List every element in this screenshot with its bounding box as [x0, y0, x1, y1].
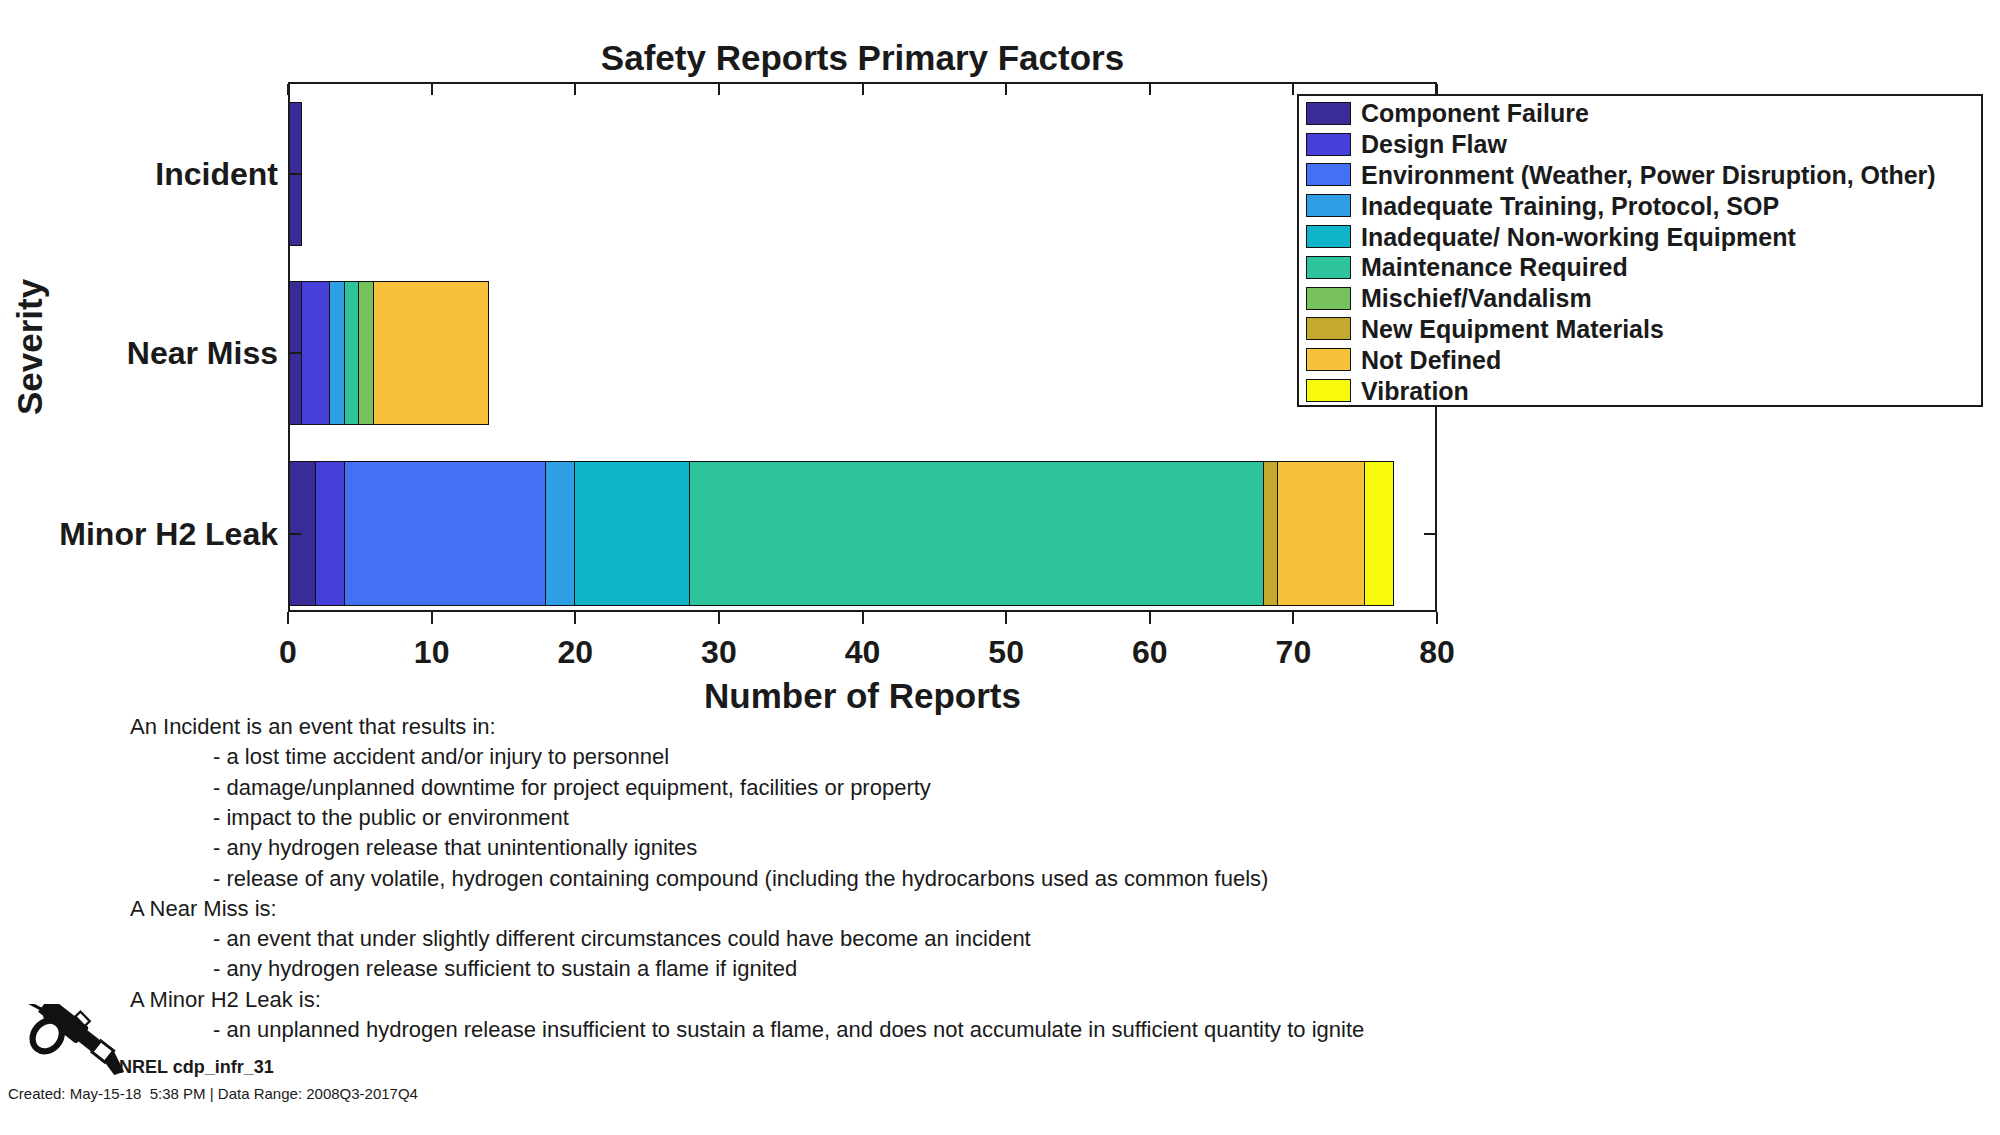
legend-swatch [1306, 379, 1351, 402]
legend-label: Not Defined [1361, 345, 1501, 375]
legend-row: Inadequate Training, Protocol, SOP [1299, 190, 1981, 221]
bar-segment [545, 461, 575, 606]
legend-label: Inadequate/ Non-working Equipment [1361, 222, 1796, 252]
definition-line: - damage/unplanned downtime for project … [213, 773, 931, 803]
legend-swatch [1306, 317, 1351, 340]
x-tick-label: 0 [228, 636, 348, 668]
x-tick-top [862, 84, 864, 95]
legend-row: New Equipment Materials [1299, 314, 1981, 345]
bar-segment [689, 461, 1265, 606]
y-axis-title: Severity [10, 279, 50, 415]
bar-segment [373, 281, 490, 425]
legend-row: Component Failure [1299, 98, 1981, 129]
y-tick-right [1424, 533, 1435, 535]
definition-line: - impact to the public or environment [213, 803, 569, 833]
legend-row: Environment (Weather, Power Disruption, … [1299, 160, 1981, 191]
legend-label: Component Failure [1361, 98, 1589, 128]
legend-swatch [1306, 225, 1351, 248]
x-tick-bottom [1292, 612, 1294, 624]
legend-swatch [1306, 133, 1351, 156]
x-tick-label: 80 [1377, 636, 1497, 668]
x-axis-title: Number of Reports [288, 676, 1437, 716]
legend-swatch [1306, 348, 1351, 371]
y-category-label: Incident [0, 154, 278, 194]
x-tick-top [1149, 84, 1151, 95]
x-tick-top [287, 84, 289, 95]
definition-line: - an unplanned hydrogen release insuffic… [213, 1015, 1364, 1045]
legend-label: Environment (Weather, Power Disruption, … [1361, 160, 1936, 190]
y-tick-left [290, 533, 301, 535]
legend-label: Mischief/Vandalism [1361, 283, 1592, 313]
legend-row: Inadequate/ Non-working Equipment [1299, 221, 1981, 252]
bar-segment [574, 461, 691, 606]
definition-line: - an event that under slightly different… [213, 924, 1031, 954]
x-tick-label: 50 [946, 636, 1066, 668]
legend-swatch [1306, 163, 1351, 186]
legend-label: New Equipment Materials [1361, 314, 1664, 344]
x-tick-top [431, 84, 433, 95]
legend-swatch [1306, 194, 1351, 217]
x-tick-label: 70 [1233, 636, 1353, 668]
legend-swatch [1306, 256, 1351, 279]
bar-segment [301, 281, 331, 425]
legend-label: Maintenance Required [1361, 252, 1628, 282]
legend-swatch [1306, 102, 1351, 125]
bar-segment [1277, 461, 1365, 606]
legend-row: Not Defined [1299, 344, 1981, 375]
legend-swatch [1306, 287, 1351, 310]
x-tick-bottom [574, 612, 576, 624]
definition-line: - release of any volatile, hydrogen cont… [213, 864, 1268, 894]
x-tick-top [718, 84, 720, 95]
x-tick-top [574, 84, 576, 95]
x-tick-bottom [1436, 612, 1438, 624]
x-tick-top [1292, 84, 1294, 95]
y-tick-left [290, 173, 301, 175]
x-tick-bottom [1149, 612, 1151, 624]
legend-label: Vibration [1361, 376, 1469, 406]
legend-row: Mischief/Vandalism [1299, 283, 1981, 314]
definition-line: - a lost time accident and/or injury to … [213, 742, 669, 772]
bar-segment [1364, 461, 1394, 606]
x-tick-label: 30 [659, 636, 779, 668]
x-tick-label: 60 [1090, 636, 1210, 668]
x-tick-label: 10 [372, 636, 492, 668]
y-tick-left [290, 352, 301, 354]
legend-box: Component FailureDesign FlawEnvironment … [1297, 94, 1983, 407]
y-category-label: Minor H2 Leak [0, 514, 278, 554]
dataset-label: NREL cdp_infr_31 [119, 1057, 274, 1078]
x-tick-bottom [718, 612, 720, 624]
created-timestamp-line: Created: May-15-18 5:38 PM | Data Range:… [8, 1085, 418, 1102]
legend-label: Design Flaw [1361, 129, 1507, 159]
x-tick-bottom [1005, 612, 1007, 624]
x-tick-label: 20 [515, 636, 635, 668]
definition-line: - any hydrogen release that unintentiona… [213, 833, 697, 863]
x-tick-bottom [287, 612, 289, 624]
figure-canvas: Safety Reports Primary Factors 0 10 20 30 40… [0, 0, 2000, 1135]
x-tick-bottom [431, 612, 433, 624]
x-tick-bottom [862, 612, 864, 624]
x-tick-top [1005, 84, 1007, 95]
legend-row: Design Flaw [1299, 129, 1981, 160]
legend-label: Inadequate Training, Protocol, SOP [1361, 191, 1779, 221]
chart-title: Safety Reports Primary Factors [288, 36, 1437, 80]
legend-row: Maintenance Required [1299, 252, 1981, 283]
bar-segment [344, 461, 547, 606]
definition-line: A Minor H2 Leak is: [130, 985, 321, 1015]
definition-line: - any hydrogen release sufficient to sus… [213, 954, 797, 984]
definition-line: A Near Miss is: [130, 894, 277, 924]
legend-row: Vibration [1299, 375, 1981, 406]
bar-segment [315, 461, 345, 606]
definition-line: An Incident is an event that results in: [130, 712, 496, 742]
x-tick-label: 40 [803, 636, 923, 668]
